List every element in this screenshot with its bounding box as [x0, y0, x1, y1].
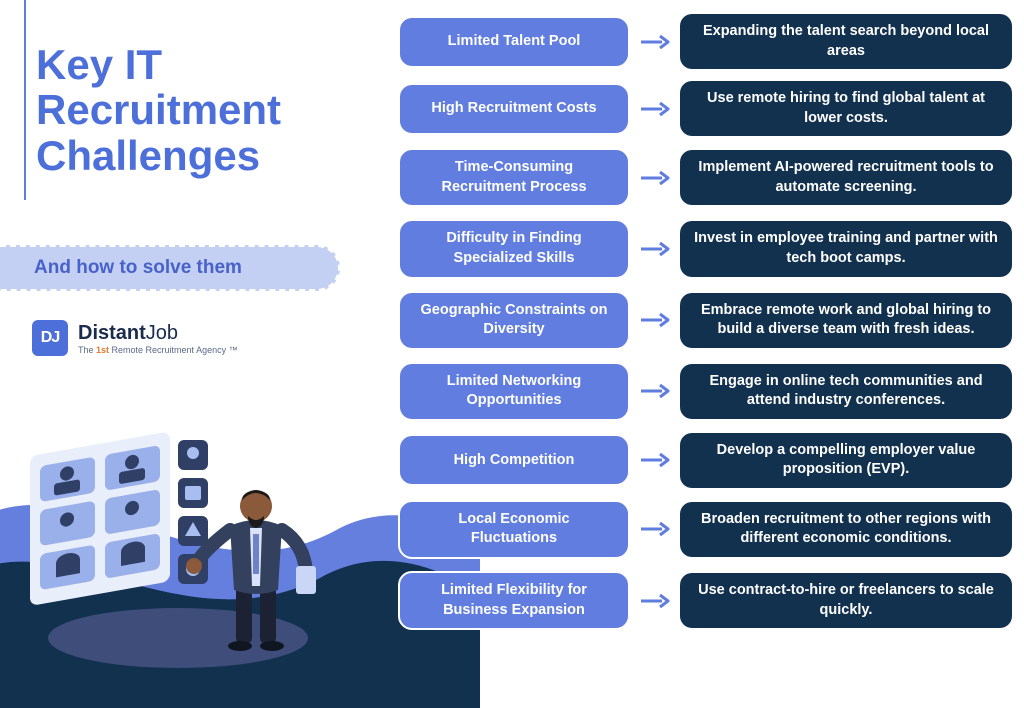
- challenge-box: Local Economic Fluctuations: [398, 500, 630, 559]
- page-title: Key IT Recruitment Challenges: [36, 42, 386, 178]
- brand-name-bold: Distant: [78, 322, 146, 344]
- challenge-box: Limited Networking Opportunities: [398, 362, 630, 421]
- row: Limited Talent Pool Expanding the talent…: [398, 14, 1012, 69]
- arrow-icon: [640, 170, 670, 186]
- row: Limited Networking Opportunities Engage …: [398, 362, 1012, 421]
- left-accent-line: [24, 0, 26, 200]
- solution-box: Engage in online tech communities and at…: [680, 364, 1012, 419]
- solution-box: Use contract-to-hire or freelancers to s…: [680, 573, 1012, 628]
- brand-name: DistantJob: [78, 322, 238, 345]
- row: Geographic Constraints on Diversity Embr…: [398, 291, 1012, 350]
- arrow-icon: [640, 312, 670, 328]
- challenge-box: Limited Flexibility for Business Expansi…: [398, 571, 630, 630]
- solution-box: Implement AI-powered recruitment tools t…: [680, 150, 1012, 205]
- row: Local Economic Fluctuations Broaden recr…: [398, 500, 1012, 559]
- solution-box: Use remote hiring to find global talent …: [680, 81, 1012, 136]
- row: High Competition Develop a compelling em…: [398, 433, 1012, 488]
- brand-text: DistantJob The 1st Remote Recruitment Ag…: [78, 322, 238, 355]
- solution-box: Develop a compelling employer value prop…: [680, 433, 1012, 488]
- arrow-icon: [640, 34, 670, 50]
- challenge-box: Difficulty in Finding Specialized Skills: [398, 219, 630, 278]
- brand-tagline: The 1st Remote Recruitment Agency ™: [78, 345, 238, 355]
- subtitle-banner: And how to solve them: [0, 245, 340, 291]
- row: Time-Consuming Recruitment Process Imple…: [398, 148, 1012, 207]
- row: High Recruitment Costs Use remote hiring…: [398, 81, 1012, 136]
- challenge-box: Time-Consuming Recruitment Process: [398, 148, 630, 207]
- rows-container: Limited Talent Pool Expanding the talent…: [398, 14, 1012, 630]
- challenge-box: Limited Talent Pool: [398, 16, 630, 68]
- brand-name-light: Job: [146, 322, 178, 344]
- solution-box: Embrace remote work and global hiring to…: [680, 293, 1012, 348]
- arrow-icon: [640, 593, 670, 609]
- solution-box: Expanding the talent search beyond local…: [680, 14, 1012, 69]
- subtitle-text: And how to solve them: [34, 257, 242, 279]
- challenge-box: High Recruitment Costs: [398, 83, 630, 135]
- arrow-icon: [640, 101, 670, 117]
- row: Difficulty in Finding Specialized Skills…: [398, 219, 1012, 278]
- brand: DJ DistantJob The 1st Remote Recruitment…: [32, 320, 238, 356]
- row: Limited Flexibility for Business Expansi…: [398, 571, 1012, 630]
- challenge-box: High Competition: [398, 434, 630, 486]
- arrow-icon: [640, 452, 670, 468]
- arrow-icon: [640, 521, 670, 537]
- solution-box: Invest in employee training and partner …: [680, 221, 1012, 276]
- illustration: [18, 416, 338, 676]
- arrow-icon: [640, 383, 670, 399]
- challenge-box: Geographic Constraints on Diversity: [398, 291, 630, 350]
- solution-box: Broaden recruitment to other regions wit…: [680, 502, 1012, 557]
- brand-logo: DJ: [32, 320, 68, 356]
- arrow-icon: [640, 241, 670, 257]
